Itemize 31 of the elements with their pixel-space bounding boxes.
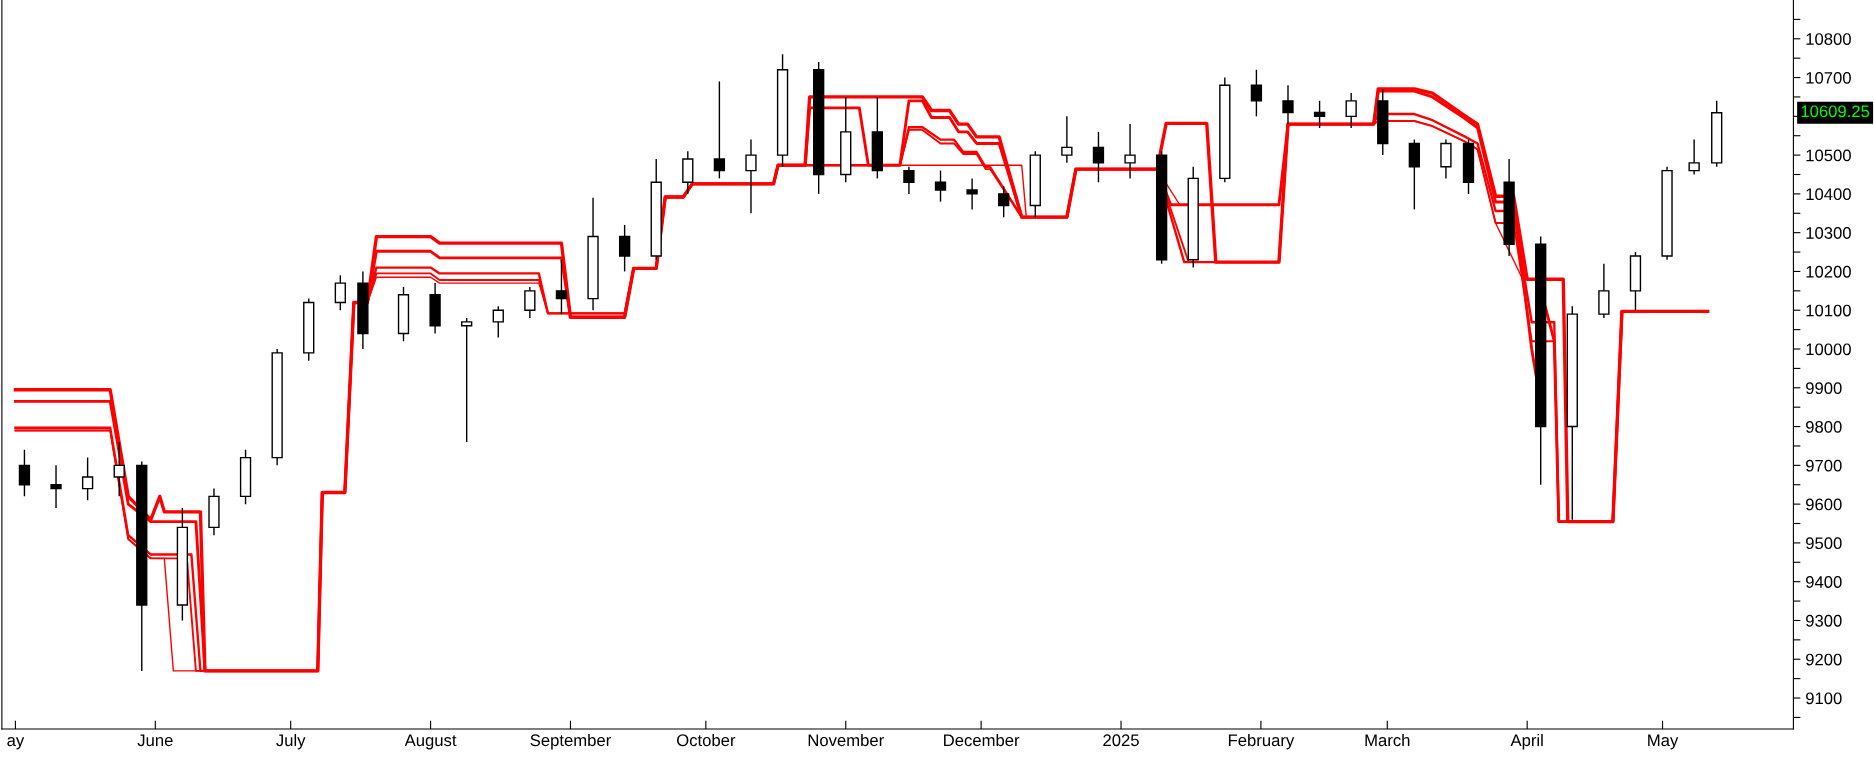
- y-tick-label: 9600: [1806, 498, 1842, 511]
- x-tick-label: December: [944, 733, 1020, 747]
- y-tick-label: 10100: [1806, 304, 1851, 317]
- y-tick-label: 10000: [1806, 343, 1851, 356]
- x-tick-label: November: [808, 733, 884, 747]
- x-tick-label: April: [1510, 733, 1543, 750]
- y-tick-label: 10500: [1806, 149, 1851, 162]
- y-tick-label: 10300: [1806, 227, 1851, 239]
- y-tick-label: 9800: [1806, 420, 1842, 433]
- y-tick-label: 9100: [1806, 692, 1842, 705]
- y-tick-label: 9400: [1806, 576, 1842, 588]
- y-tick-label: 10400: [1806, 188, 1851, 201]
- y-tick-label: 10800: [1806, 33, 1851, 45]
- x-tick-label: June: [137, 734, 173, 747]
- y-tick-label: 10700: [1806, 71, 1851, 84]
- x-tick-label: August: [404, 734, 457, 750]
- y-tick-label: 10200: [1806, 265, 1851, 278]
- x-tick-label: ay: [7, 737, 25, 750]
- x-tick-label: October: [677, 733, 736, 747]
- x-tick-label: May: [1648, 734, 1679, 750]
- y-tick-label: 9500: [1806, 537, 1842, 550]
- x-tick-label: September: [530, 733, 611, 750]
- x-tick-label: February: [1228, 733, 1295, 750]
- x-tick-label: 2025: [1103, 734, 1139, 747]
- y-tick-label: 9300: [1806, 614, 1842, 627]
- x-tick-label: July: [276, 733, 306, 750]
- y-tick-label: 9200: [1806, 653, 1842, 666]
- x-tick-label: March: [1365, 733, 1410, 747]
- text: 10609.25: [1801, 105, 1870, 118]
- y-tick-label: 9900: [1806, 382, 1842, 394]
- y-tick-label: 9700: [1806, 459, 1842, 472]
